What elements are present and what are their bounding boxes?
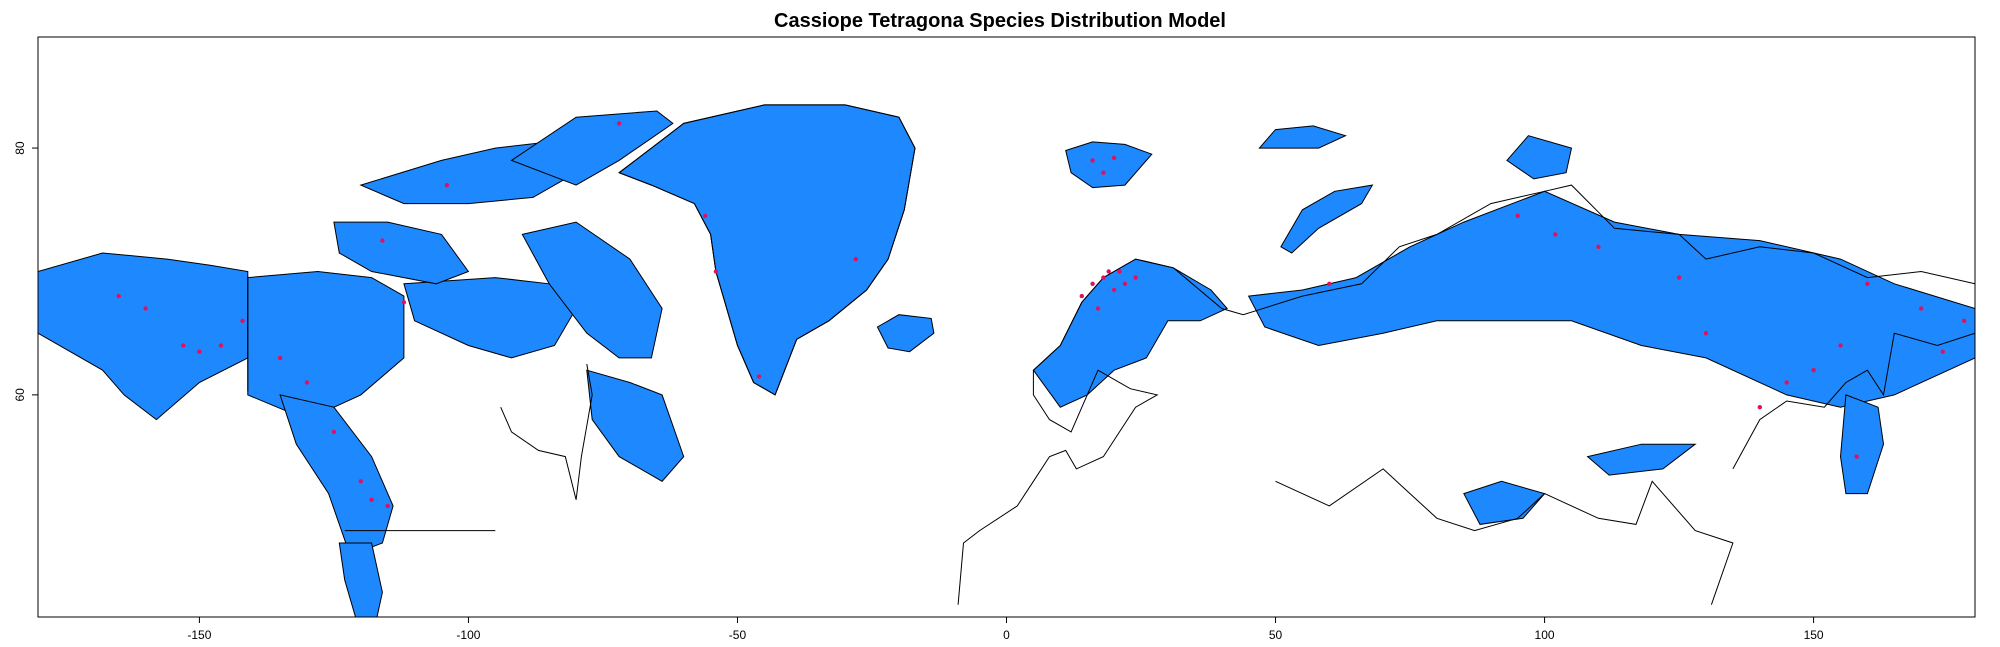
high-suitability-point: [1090, 281, 1095, 286]
x-tick-label: 0: [1003, 628, 1010, 642]
suitable-region-us-western-mountains: [338, 542, 383, 617]
high-suitability-point: [1596, 244, 1601, 249]
high-suitability-point: [703, 213, 708, 219]
high-suitability-point: [756, 374, 762, 379]
high-suitability-point: [369, 497, 374, 502]
high-suitability-point: [1962, 318, 1967, 323]
y-axis: 60 80: [13, 141, 39, 402]
high-suitability-point: [1919, 306, 1924, 311]
x-axis: -150 -100 -50 0 50 100 150: [187, 616, 1824, 642]
high-suitability-point: [1079, 293, 1085, 299]
high-suitability-point: [1553, 232, 1558, 237]
suitable-region-severnaya-zemlya-taymyr: [1506, 135, 1573, 180]
y-tick-label: 80: [13, 141, 27, 155]
suitable-region-iceland: [876, 314, 935, 353]
high-suitability-point: [1095, 306, 1101, 311]
suitable-region-alaska: [38, 252, 249, 421]
x-tick-label: 100: [1535, 628, 1555, 642]
border-hudson-bay-coast: [500, 363, 593, 500]
border-greenland-outline: [618, 104, 916, 396]
high-suitability-point: [1940, 349, 1945, 354]
high-suitability-point: [853, 256, 858, 262]
high-suitability-point: [1515, 213, 1520, 219]
suitable-region-ellesmere-island: [510, 110, 674, 186]
high-suitability-point: [1090, 158, 1095, 163]
high-suitability-point: [1838, 343, 1843, 348]
high-suitability-point: [1111, 287, 1117, 293]
border-arctic-russia-coast: [1172, 184, 1975, 316]
x-tick-label: 150: [1804, 628, 1824, 642]
border-europe-west-coast: [957, 258, 1174, 605]
high-suitability-point: [1703, 331, 1709, 336]
border-siberia-east-coast: [1732, 332, 1975, 470]
high-suitability-point: [197, 349, 202, 354]
suitable-region-baffin-island: [521, 221, 663, 359]
high-suitability-point: [1101, 170, 1106, 175]
high-suitability-point: [304, 380, 310, 385]
high-suitability-point: [444, 182, 450, 188]
high-suitability-point: [1122, 281, 1128, 286]
suitable-region-franz-josef-land: [1258, 125, 1347, 149]
border-lines-layer: [247, 104, 1975, 605]
high-suitability-point: [358, 479, 363, 484]
high-suitability-point: [385, 503, 390, 509]
high-suitability-point: [1757, 405, 1763, 410]
x-tick-label: 50: [1269, 628, 1283, 642]
high-suitability-point: [1327, 281, 1332, 286]
high-suitability-point: [218, 343, 224, 348]
suitable-region-novaya-zemlya: [1280, 184, 1374, 254]
high-suitability-point: [1811, 368, 1816, 373]
high-suitability-point: [181, 343, 186, 348]
high-suitability-layer: [116, 121, 1967, 509]
high-suitability-point: [1101, 275, 1106, 280]
x-tick-label: -150: [187, 628, 211, 642]
x-tick-label: -100: [456, 628, 480, 642]
high-suitability-point: [380, 238, 385, 243]
suitable-region-victoria-banks-island: [333, 221, 470, 285]
suitable-region-kamchatka: [1839, 394, 1885, 495]
y-tick-label: 60: [13, 388, 27, 402]
suitable-region-arctic-mainland-canada: [403, 277, 577, 359]
x-tick-label: -50: [729, 628, 747, 642]
border-central-asia-boundary: [1275, 468, 1734, 605]
high-suitability-point: [713, 269, 719, 274]
high-suitability-point: [1106, 269, 1111, 274]
high-suitability-point: [1111, 155, 1117, 161]
high-suitability-point: [1676, 275, 1682, 280]
high-suitability-point: [116, 293, 121, 299]
suitable-region-northern-russia: [1247, 190, 1975, 408]
high-suitability-point: [331, 429, 337, 435]
high-suitability-point: [1784, 380, 1789, 385]
high-suitability-point: [616, 121, 622, 126]
suitable-region-baikal-stanovoy: [1586, 443, 1697, 476]
high-suitability-point: [143, 306, 148, 311]
high-suitability-point: [1133, 275, 1138, 280]
suitable-region-labrador-n-quebec: [586, 369, 685, 482]
suitable-region-altai-sayan: [1463, 480, 1546, 525]
suitable-region-svalbard: [1065, 141, 1153, 189]
high-suitability-point: [1854, 454, 1859, 459]
suitable-region-yukon-nw-canada: [247, 270, 405, 421]
suitable-region-western-cordillera: [279, 394, 394, 556]
high-suitability-point: [1117, 269, 1122, 274]
suitable-habitat-layer: [38, 104, 1975, 617]
high-suitability-point: [401, 300, 407, 305]
high-suitability-point: [277, 355, 283, 361]
high-suitability-point: [240, 318, 245, 323]
high-suitability-point: [1865, 281, 1870, 286]
chart-title: Cassiope Tetragona Species Distribution …: [774, 10, 1226, 32]
